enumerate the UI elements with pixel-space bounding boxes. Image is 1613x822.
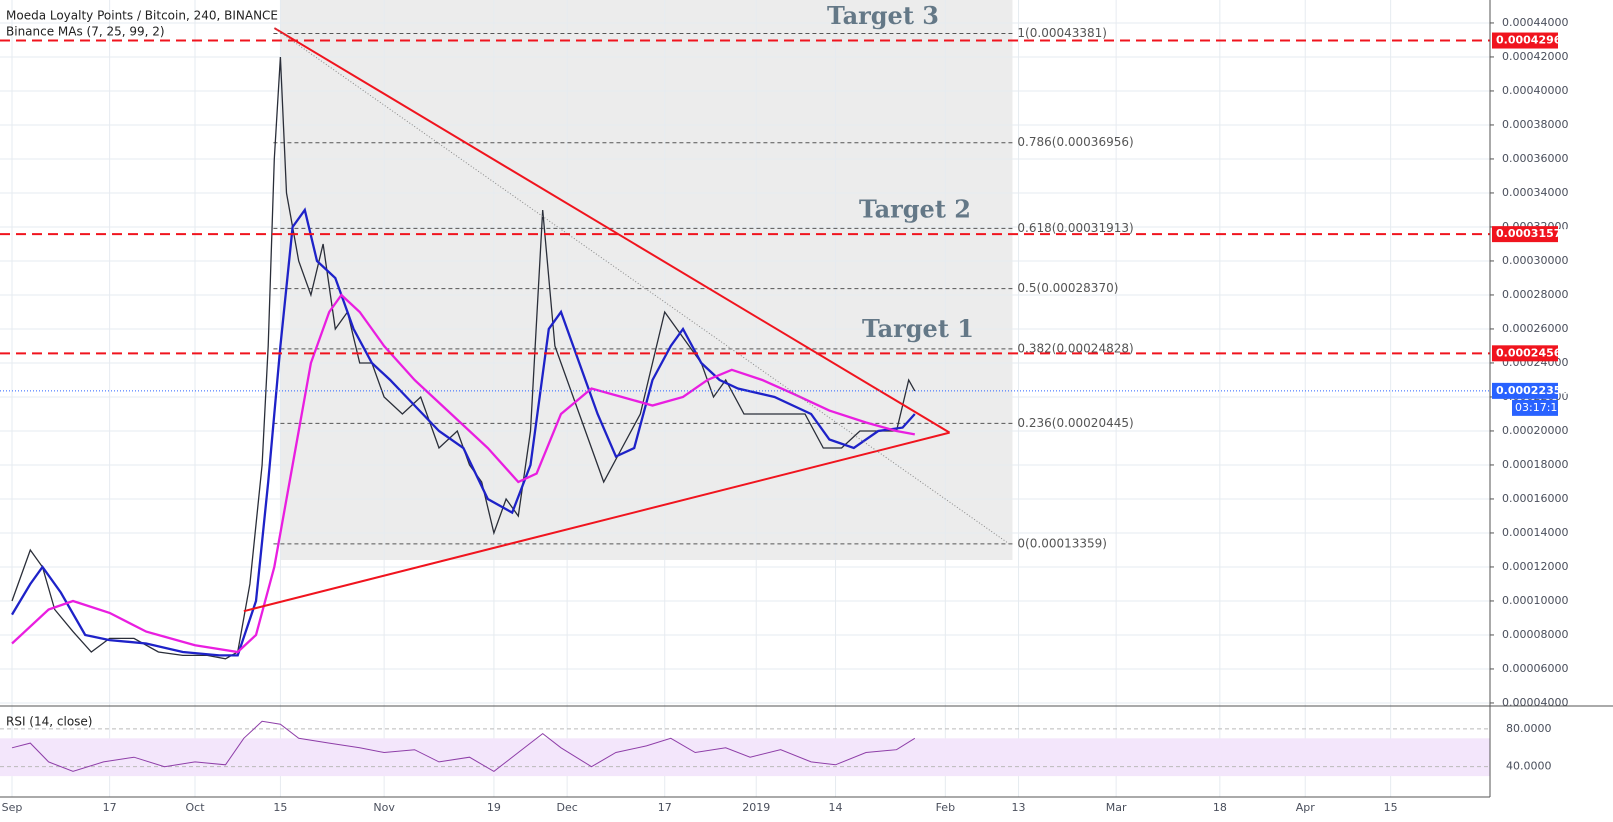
x-tick-label: 2019	[742, 801, 770, 814]
y-tick-label: 0.00006000	[1502, 662, 1568, 675]
y-tick-label: 0.00010000	[1502, 594, 1568, 607]
x-tick-label: Feb	[936, 801, 955, 814]
fib-label: 0.236(0.00020445)	[1017, 416, 1133, 430]
fib-label: 0.618(0.00031913)	[1017, 221, 1133, 235]
price-tag-label: 0.00042966	[1496, 34, 1569, 47]
x-tick-label: Nov	[373, 801, 395, 814]
x-tick-label: 15	[1384, 801, 1398, 814]
y-tick-label: 0.00034000	[1502, 186, 1568, 199]
trendline	[243, 431, 950, 613]
target-label: Target 3	[827, 1, 939, 30]
y-tick-label: 0.00042000	[1502, 50, 1568, 63]
chart-title: Moeda Loyalty Points / Bitcoin, 240, BIN…	[6, 9, 278, 23]
price-line	[11, 293, 916, 654]
x-tick-label: 14	[829, 801, 843, 814]
y-tick-label: 40.0000	[1506, 760, 1552, 773]
countdown-box	[1512, 399, 1558, 416]
price-tag	[1492, 32, 1558, 49]
x-tick-label: 19	[487, 801, 501, 814]
trendline	[273, 27, 951, 434]
fib-area	[280, 0, 1013, 560]
rsi-band	[0, 738, 1490, 777]
y-tick-label: 0.00028000	[1502, 288, 1568, 301]
y-tick-label: 0.00014000	[1502, 526, 1568, 539]
price-tag-label: 0.00031578	[1496, 227, 1569, 240]
y-tick-label: 80.0000	[1506, 722, 1552, 735]
fib-label: 0.382(0.00024828)	[1017, 341, 1133, 355]
x-tick-label: Oct	[186, 801, 206, 814]
y-tick-label: 0.00030000	[1502, 254, 1568, 267]
price-line	[11, 207, 916, 657]
price-tag	[1492, 226, 1558, 243]
y-tick-label: 0.00004000	[1502, 696, 1568, 709]
x-tick-label: 15	[273, 801, 287, 814]
x-tick-label: 17	[103, 801, 117, 814]
price-tag-label: 0.00024567	[1496, 346, 1569, 359]
target-label: Target 1	[862, 314, 974, 343]
y-tick-label: 0.00036000	[1502, 152, 1568, 165]
y-tick-label: 0.00038000	[1502, 118, 1568, 131]
price-tag-label: 0.00022358	[1496, 384, 1569, 397]
x-tick-label: Sep	[2, 801, 23, 814]
fib-label: 1(0.00043381)	[1017, 26, 1107, 40]
x-tick-label: Dec	[556, 801, 577, 814]
target-label: Target 2	[859, 195, 971, 224]
y-tick-label: 0.00020000	[1502, 424, 1568, 437]
ma-label: Binance MAs (7, 25, 99, 2)	[6, 25, 165, 39]
price-line	[11, 720, 916, 773]
countdown: 03:17:12	[1515, 401, 1564, 414]
y-tick-label: 0.00012000	[1502, 560, 1568, 573]
price-tag	[1492, 345, 1558, 362]
y-tick-label: 0.00026000	[1502, 322, 1568, 335]
y-tick-label: 0.00008000	[1502, 628, 1568, 641]
fib-label: 0(0.00013359)	[1017, 536, 1107, 550]
x-tick-label: Mar	[1106, 801, 1127, 814]
y-tick-label: 0.00040000	[1502, 84, 1568, 97]
price-tag	[1492, 382, 1558, 399]
x-tick-label: 17	[658, 801, 672, 814]
x-tick-label: 13	[1012, 801, 1026, 814]
y-tick-label: 0.00018000	[1502, 458, 1568, 471]
fib-label: 0.5(0.00028370)	[1017, 281, 1118, 295]
y-tick-label: 0.00016000	[1502, 492, 1568, 505]
y-tick-label: 0.00044000	[1502, 16, 1568, 29]
x-tick-label: 18	[1213, 801, 1227, 814]
rsi-title: RSI (14, close)	[6, 715, 92, 729]
fib-label: 0.786(0.00036956)	[1017, 135, 1133, 149]
x-tick-label: Apr	[1296, 801, 1316, 814]
